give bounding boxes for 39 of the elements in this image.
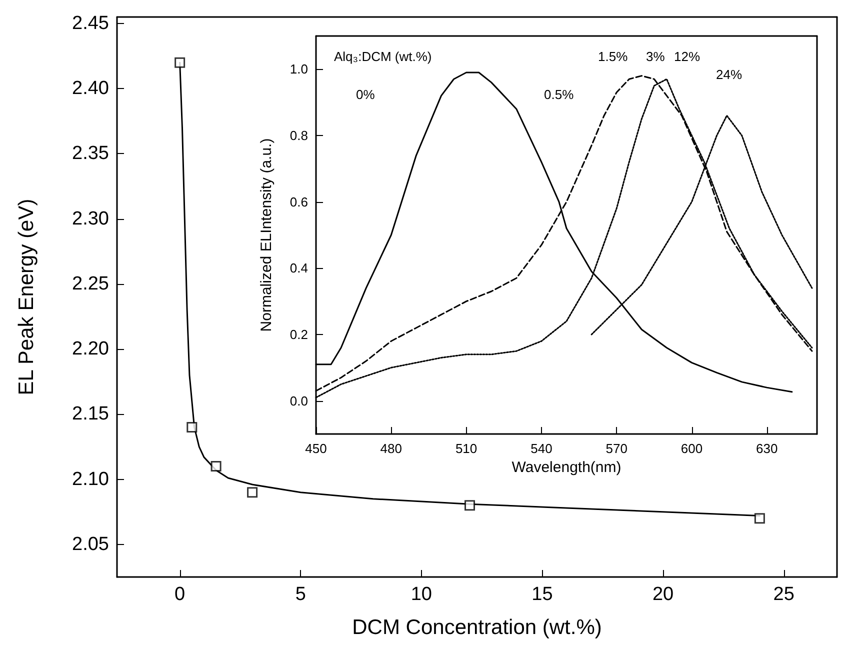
y-axis-title: Normalized ELIntensity (a.u.) — [258, 138, 275, 332]
y-tick-label: 0.2 — [290, 327, 308, 342]
y-tick-label: 2.10 — [72, 468, 109, 490]
annotation: 24% — [716, 67, 742, 82]
y-tick-label: 0.0 — [290, 393, 308, 408]
x-tick-label: 630 — [756, 441, 778, 456]
annotation: 0% — [356, 87, 376, 102]
y-tick-label: 2.35 — [72, 143, 109, 164]
x-tick-label: 15 — [532, 584, 553, 605]
x-tick-label: 0 — [174, 584, 186, 605]
x-tick-label: 480 — [380, 441, 402, 456]
y-tick-label: 2.40 — [72, 78, 109, 100]
annotation: 0.5% — [544, 87, 574, 102]
y-tick-label: 2.45 — [72, 13, 109, 34]
x-tick-label: 450 — [305, 441, 327, 456]
y-tick-label: 2.20 — [72, 338, 109, 360]
y-tick-label: 2.05 — [72, 534, 109, 555]
y-tick-label: 2.30 — [72, 208, 109, 230]
y-tick-label: 0.4 — [290, 260, 308, 276]
annotation: 3% — [646, 49, 666, 64]
x-tick-label: 20 — [652, 584, 674, 605]
x-tick-label: 25 — [773, 584, 794, 605]
x-axis-title: Wavelength(nm) — [512, 458, 622, 476]
annotation: Alq₃:DCM (wt.%) — [334, 49, 432, 64]
annotation: 12% — [674, 49, 700, 64]
y-tick-label: 0.6 — [290, 194, 308, 210]
y-tick-label: 2.25 — [72, 273, 109, 294]
y-tick-label: 2.15 — [72, 404, 109, 425]
y-axis-title: EL Peak Energy (eV) — [15, 198, 38, 396]
x-tick-label: 10 — [410, 584, 432, 605]
y-tick-label: 1.0 — [290, 62, 308, 77]
x-axis-title: DCM Concentration (wt.%) — [352, 616, 602, 639]
x-tick-label: 600 — [680, 441, 703, 456]
x-tick-label: 5 — [295, 584, 306, 605]
x-tick-label: 510 — [455, 441, 478, 456]
annotation: 1.5% — [598, 49, 628, 64]
x-tick-label: 570 — [606, 441, 628, 456]
x-tick-label: 540 — [530, 441, 552, 456]
y-tick-label: 0.8 — [290, 128, 308, 143]
